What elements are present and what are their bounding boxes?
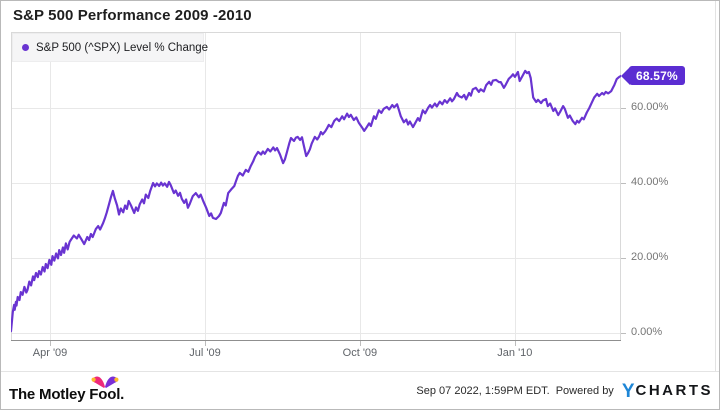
motley-fool-wordmark: The Motley Fool. xyxy=(9,386,125,403)
y-axis-tick xyxy=(621,183,626,184)
x-axis-label: Apr '09 xyxy=(32,347,68,359)
ycharts-y-mark: Y xyxy=(621,380,635,402)
series-dot-icon xyxy=(22,44,29,51)
plot-area: S&P 500 (^SPX) Level % Change xyxy=(11,32,621,341)
y-axis-label: 20.00% xyxy=(631,251,669,263)
footer: The Motley Fool. Sep 07 2022, 1:59PM EDT… xyxy=(1,371,719,409)
badge-value: 68.57% xyxy=(629,66,685,86)
y-axis-label: 60.00% xyxy=(631,101,669,113)
powered-by-label: Powered by xyxy=(555,385,614,397)
x-axis-tick xyxy=(359,341,361,346)
ycharts-wordmark: CHARTS xyxy=(635,382,713,399)
jester-hat-icon xyxy=(91,376,119,388)
chart-title: S&P 500 Performance 2009 -2010 xyxy=(13,7,252,24)
x-axis-tick xyxy=(50,341,52,346)
y-axis-tick xyxy=(621,258,626,259)
x-axis-label: Jan '10 xyxy=(497,347,533,359)
x-axis-tick xyxy=(204,341,206,346)
x-axis-tick xyxy=(514,341,516,346)
legend: S&P 500 (^SPX) Level % Change xyxy=(12,33,208,62)
y-axis-tick xyxy=(621,108,626,109)
legend-label: S&P 500 (^SPX) Level % Change xyxy=(36,41,209,54)
y-axis-tick xyxy=(621,333,626,334)
ycharts-logo[interactable]: Y CHARTS xyxy=(622,382,713,401)
chart-canvas xyxy=(11,32,621,341)
motley-fool-logo[interactable]: The Motley Fool. xyxy=(9,373,124,409)
series-line xyxy=(11,69,621,333)
timestamp: Sep 07 2022, 1:59PM EDT. xyxy=(416,385,550,397)
y-axis-label: 0.00% xyxy=(631,326,663,338)
y-axis-label: 40.00% xyxy=(631,176,669,188)
badge-arrow-icon xyxy=(621,66,630,85)
x-axis-label: Jul '09 xyxy=(189,347,221,359)
x-axis-label: Oct '09 xyxy=(342,347,378,359)
chart-right-border xyxy=(715,1,716,371)
last-value-badge: 68.57% xyxy=(621,66,685,86)
attribution: Sep 07 2022, 1:59PM EDT. Powered by Y CH… xyxy=(416,382,713,401)
